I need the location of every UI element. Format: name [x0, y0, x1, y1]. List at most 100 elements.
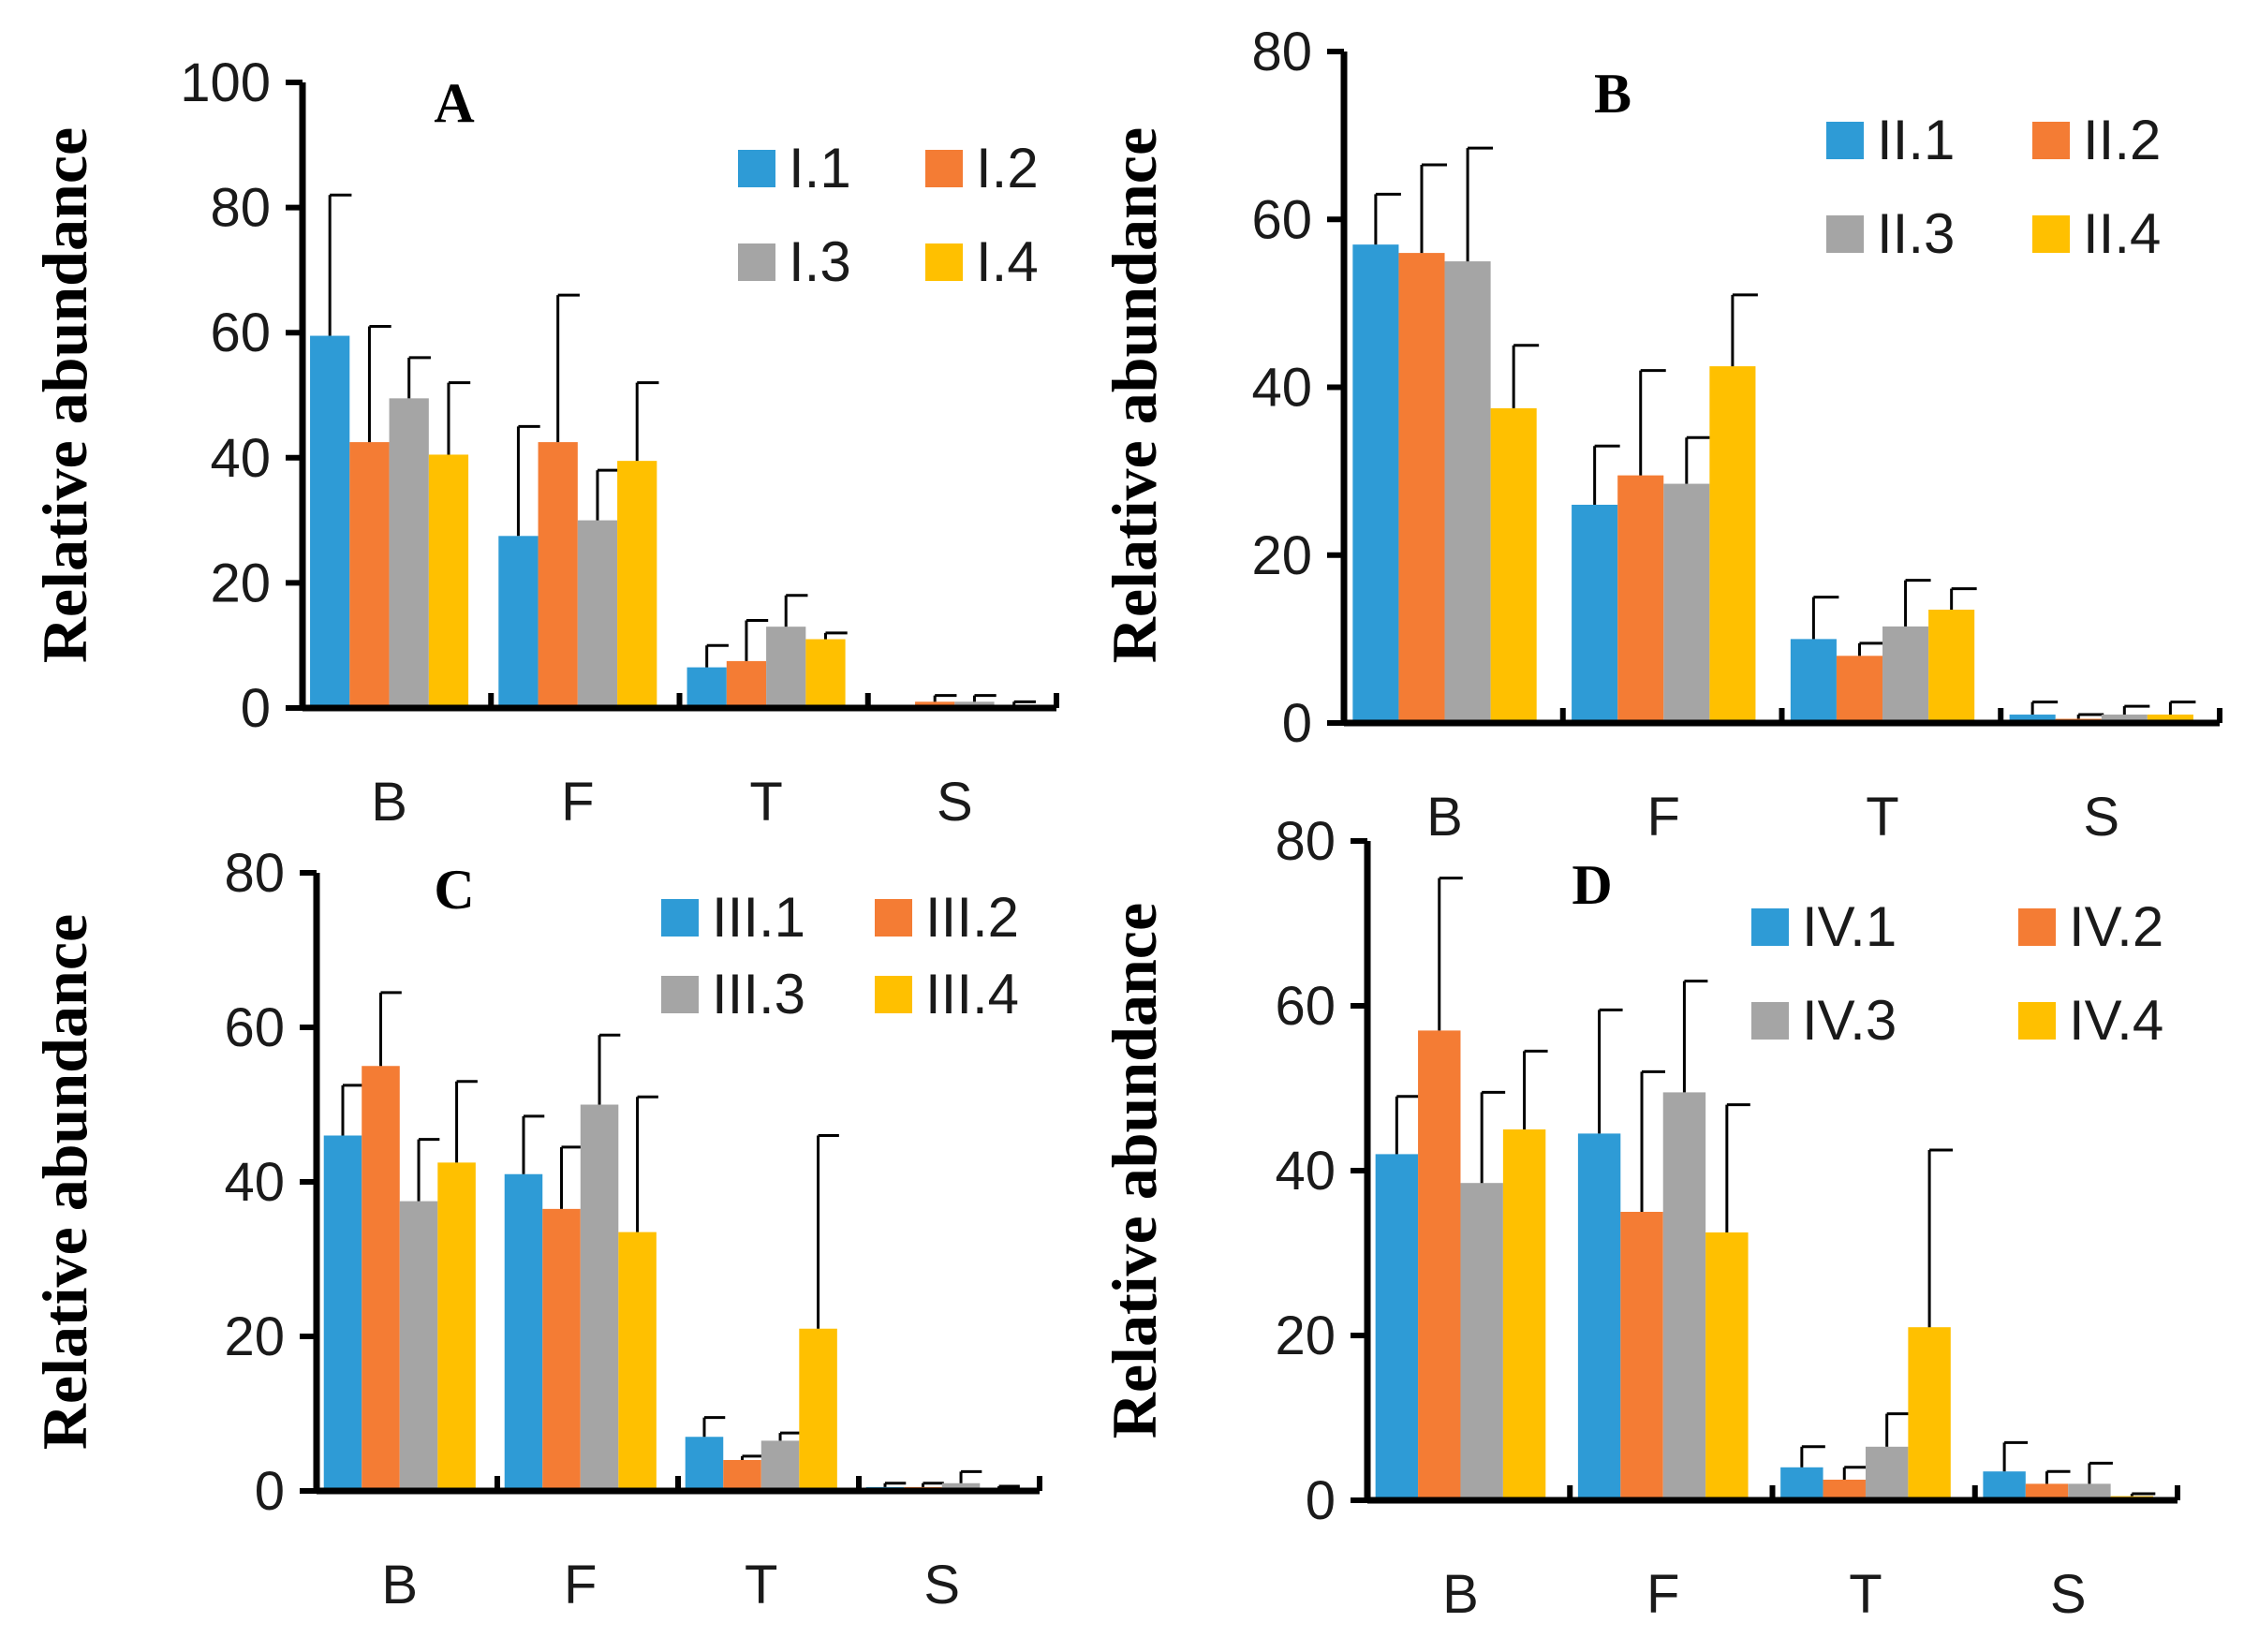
y-tick-label: 40	[224, 1152, 285, 1213]
x-tick-label: S	[923, 1555, 960, 1615]
legend-label-IV.1: IV.1	[1802, 895, 1897, 958]
bar-I.2-T	[726, 660, 767, 708]
x-tick-label: B	[1442, 1564, 1479, 1625]
legend-swatch-I.4	[925, 243, 963, 281]
bar-IV.4-B	[1502, 1129, 1546, 1500]
bar-II.4-B	[1490, 407, 1537, 723]
legend-label-I.1: I.1	[789, 137, 851, 199]
x-tick-label: S	[2083, 787, 2119, 848]
bar-IV.3-T	[1865, 1446, 1909, 1500]
bar-IV.4-T	[1908, 1327, 1951, 1500]
bar-IV.3-F	[1662, 1092, 1706, 1500]
legend-swatch-III.4	[875, 976, 912, 1013]
bar-IV.2-T	[1823, 1480, 1866, 1500]
bar-I.2-B	[349, 442, 390, 708]
legend-swatch-II.4	[2032, 215, 2070, 253]
bar-I.1-F	[498, 536, 539, 708]
bar-III.2-F	[542, 1208, 581, 1491]
panel-title: D	[1572, 854, 1612, 916]
legend-label-III.3: III.3	[712, 963, 805, 1025]
bar-III.3-B	[399, 1201, 438, 1491]
x-tick-label: F	[1646, 1564, 1679, 1625]
legend-label-II.2: II.2	[2083, 109, 2161, 171]
y-axis-label: Relative abundance	[1099, 127, 1170, 663]
legend-label-I.3: I.3	[789, 230, 851, 293]
bar-III.2-T	[723, 1460, 761, 1491]
bar-I.1-T	[686, 667, 727, 708]
x-tick-label: S	[937, 772, 973, 833]
legend: III.1 III.2 III.3 III.4	[661, 886, 1019, 1025]
bar-II.1-F	[1572, 504, 1618, 723]
y-tick-label: 60	[210, 302, 271, 363]
y-tick-label: 60	[1251, 189, 1312, 250]
bar-II.1-T	[1790, 639, 1837, 723]
legend-swatch-I.1	[738, 150, 775, 187]
bar-I.4-F	[617, 461, 657, 708]
y-tick-label: 100	[180, 52, 271, 113]
bar-III.4-B	[437, 1162, 476, 1491]
bar-II.1-S	[2009, 715, 2056, 723]
y-tick-label: 0	[1306, 1470, 1336, 1531]
bar-II.4-T	[1928, 610, 1975, 723]
bar-IV.3-S	[2068, 1483, 2111, 1500]
bar-IV.1-T	[1780, 1467, 1823, 1500]
legend-label-I.2: I.2	[976, 137, 1039, 199]
bar-II.3-T	[1882, 626, 1929, 723]
legend-swatch-IV.3	[1751, 1002, 1789, 1040]
y-axis-label: Relative abundance	[29, 914, 100, 1450]
bar-III.3-F	[580, 1104, 619, 1491]
bar-III.1-B	[323, 1135, 362, 1491]
bar-I.4-T	[805, 639, 846, 708]
y-tick-label: 80	[210, 178, 271, 239]
panel-d: 0 20 40 60 80 B F T S Relative abundance D IV.1 IV.2…	[1099, 811, 2180, 1625]
legend-swatch-III.3	[661, 976, 699, 1013]
y-tick-label: 60	[1275, 976, 1336, 1037]
legend-label-II.4: II.4	[2083, 202, 2161, 265]
bar-I.1-B	[310, 335, 350, 708]
bar-III.4-F	[618, 1232, 657, 1491]
panel-title: C	[434, 859, 474, 921]
bar-IV.2-B	[1418, 1030, 1461, 1500]
x-tick-label: B	[1426, 787, 1463, 848]
y-tick-label: 40	[1251, 358, 1312, 419]
legend-swatch-IV.1	[1751, 908, 1789, 946]
bar-II.3-F	[1663, 483, 1710, 723]
legend-swatch-II.3	[1826, 215, 1864, 253]
legend-label-III.4: III.4	[925, 963, 1019, 1025]
y-tick-label: 80	[224, 843, 285, 904]
y-tick-label: 20	[224, 1306, 285, 1367]
x-tick-label: T	[1849, 1564, 1882, 1625]
legend-label-III.1: III.1	[712, 886, 805, 949]
bar-III.4-T	[799, 1328, 837, 1491]
legend: IV.1 IV.2 IV.3 IV.4	[1751, 895, 2163, 1052]
bar-II.4-F	[1709, 366, 1756, 723]
y-tick-label: 60	[224, 997, 285, 1058]
bar-IV.4-F	[1705, 1232, 1749, 1500]
bar-II.2-B	[1398, 253, 1445, 723]
x-tick-label: B	[371, 772, 407, 833]
x-tick-label: T	[749, 772, 782, 833]
bar-I.4-B	[428, 454, 469, 708]
panel-b: 0 20 40 60 80 B F T S Relative abundance B II.1 II.2…	[1099, 22, 2222, 848]
legend-swatch-IV.2	[2018, 908, 2056, 946]
x-tick-label: B	[381, 1555, 418, 1615]
legend-swatch-III.1	[661, 899, 699, 937]
bar-II.4-S	[2147, 715, 2193, 723]
legend-label-II.1: II.1	[1877, 109, 1955, 171]
y-tick-label: 80	[1251, 22, 1312, 82]
bar-I.2-F	[538, 442, 578, 708]
panel-title: B	[1594, 63, 1631, 125]
x-tick-label: F	[1647, 787, 1680, 848]
legend-swatch-II.1	[1826, 122, 1864, 159]
legend-swatch-II.2	[2032, 122, 2070, 159]
panel-title: A	[434, 72, 474, 134]
legend-label-II.3: II.3	[1877, 202, 1955, 265]
bar-IV.1-S	[1983, 1471, 2026, 1500]
y-tick-label: 40	[210, 428, 271, 489]
legend: II.1 II.2 II.3 II.4	[1826, 109, 2161, 265]
y-axis-label: Relative abundance	[29, 127, 100, 663]
y-tick-label: 0	[241, 678, 271, 739]
y-tick-label: 40	[1275, 1141, 1336, 1202]
